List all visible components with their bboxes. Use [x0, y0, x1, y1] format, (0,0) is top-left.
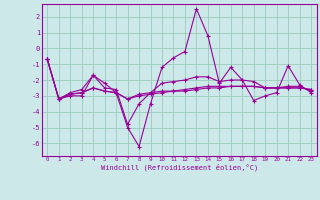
- X-axis label: Windchill (Refroidissement éolien,°C): Windchill (Refroidissement éolien,°C): [100, 164, 258, 171]
